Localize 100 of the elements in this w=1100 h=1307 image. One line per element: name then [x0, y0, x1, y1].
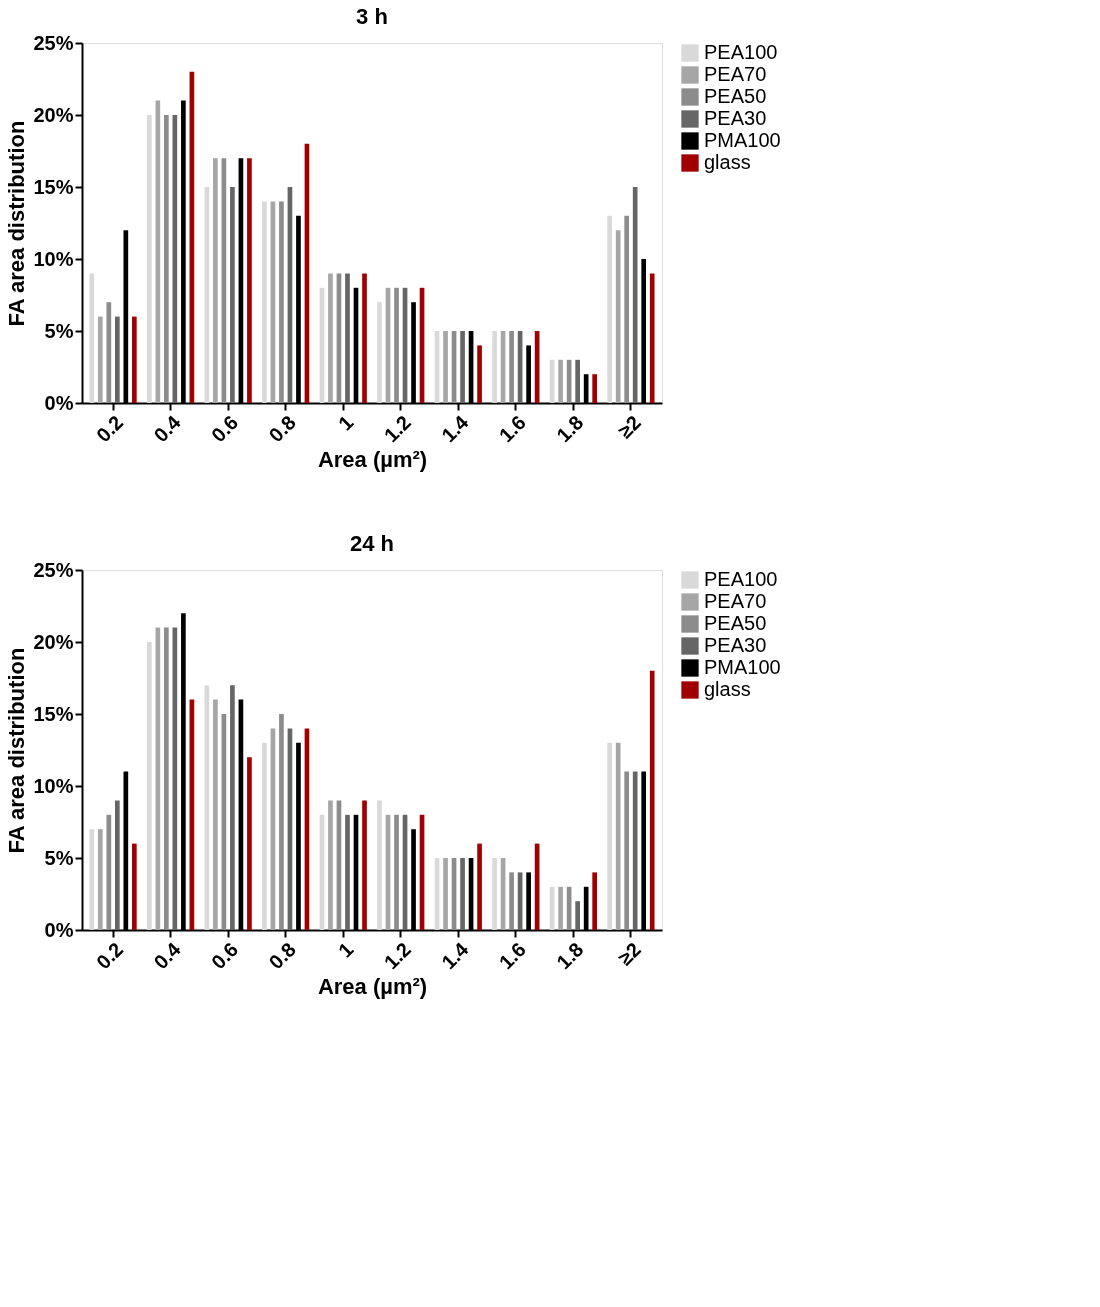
bar — [97, 829, 103, 930]
x-axis-title: Area (µm²) — [317, 447, 428, 473]
bar — [262, 201, 267, 403]
bar — [477, 843, 482, 930]
bar — [164, 115, 169, 403]
bar — [213, 158, 218, 403]
x-tick-label: 0.2 — [91, 411, 128, 447]
bar — [632, 187, 638, 403]
bar — [443, 331, 448, 403]
y-tick-label: 20% — [33, 103, 74, 126]
bar — [632, 771, 638, 930]
bar — [328, 800, 333, 930]
bar — [624, 215, 630, 403]
x-tick-label: 1.2 — [379, 411, 415, 447]
y-tick-label: 20% — [33, 630, 74, 653]
bar — [477, 345, 482, 403]
y-tick-label: 25% — [33, 31, 74, 54]
bar — [106, 302, 112, 403]
bar — [592, 872, 597, 930]
bar — [362, 800, 367, 930]
x-axis-title: Area (µm²) — [317, 974, 428, 1000]
bar — [592, 374, 597, 403]
x-tick-label: 1.8 — [552, 938, 588, 974]
bar — [230, 187, 235, 403]
bar — [147, 115, 152, 403]
bar — [377, 800, 382, 930]
bar — [132, 843, 137, 930]
bar — [114, 316, 120, 403]
legend-label: PEA70 — [704, 63, 767, 85]
bar — [492, 331, 497, 403]
bar — [575, 901, 580, 930]
legend-label: glass — [704, 678, 751, 700]
bar — [649, 670, 655, 930]
x-tick-label: ≥2 — [613, 411, 646, 443]
bar — [615, 742, 621, 930]
legend-label: PEA100 — [704, 41, 778, 63]
legend-label: PEA30 — [704, 107, 767, 129]
bar — [328, 273, 333, 403]
bar — [509, 872, 514, 930]
x-tick-label: 1 — [333, 938, 358, 962]
legend-label: PEA50 — [704, 85, 767, 107]
bar — [114, 800, 120, 930]
bar — [460, 331, 465, 403]
bar — [279, 714, 284, 930]
legend-label: PMA100 — [704, 656, 781, 678]
x-tick-label: 0.4 — [149, 410, 186, 447]
legend-label: PMA100 — [704, 129, 781, 151]
bar — [509, 331, 514, 403]
bar — [230, 685, 235, 930]
chart-title: 3 h — [356, 4, 388, 29]
x-tick-label: 0.8 — [264, 938, 300, 974]
bar — [345, 273, 350, 403]
bar — [362, 273, 367, 403]
legend-label: PEA100 — [704, 568, 778, 590]
x-tick-label: 0.8 — [264, 411, 300, 447]
legend-label: PEA70 — [704, 590, 767, 612]
bar — [558, 886, 563, 930]
legend-label: PEA30 — [704, 634, 767, 656]
bar — [492, 858, 497, 930]
x-tick-label: 0.6 — [207, 938, 243, 974]
x-tick-label: 0.2 — [91, 938, 128, 974]
bar — [106, 814, 112, 930]
x-tick-label: 0.6 — [207, 411, 243, 447]
bar — [247, 757, 252, 930]
y-tick-label: 15% — [33, 702, 74, 725]
x-tick-label: ≥2 — [613, 938, 646, 970]
y-tick-label: 15% — [33, 175, 74, 198]
bar — [89, 273, 95, 403]
x-tick-label: 0.4 — [149, 937, 186, 974]
x-tick-label: 1.2 — [379, 938, 415, 974]
bar — [89, 829, 95, 930]
y-tick-label: 0% — [44, 918, 74, 941]
bar — [377, 302, 382, 403]
chart-title: 24 h — [349, 531, 395, 556]
bar — [615, 230, 621, 403]
x-tick-label: 1.8 — [552, 411, 588, 447]
y-tick-label: 5% — [44, 846, 74, 869]
y-tick-label: 5% — [44, 319, 74, 342]
bar — [575, 359, 580, 403]
bar — [443, 858, 448, 930]
bar — [649, 273, 655, 403]
bar — [345, 814, 350, 930]
x-tick-label: 1.6 — [494, 938, 530, 974]
bar — [97, 316, 103, 403]
bar — [558, 359, 563, 403]
bar — [147, 642, 152, 930]
bar — [624, 771, 630, 930]
bar — [164, 627, 169, 930]
y-axis-title: FA area distribution — [4, 647, 30, 854]
bar — [262, 742, 267, 930]
x-tick-label: 1.4 — [437, 937, 474, 974]
bar — [132, 316, 137, 403]
y-tick-label: 10% — [33, 774, 74, 797]
bar — [607, 742, 612, 930]
legend-label: glass — [704, 151, 751, 173]
legend-label: PEA50 — [704, 612, 767, 634]
bar — [394, 814, 399, 930]
y-axis-title: FA area distribution — [4, 120, 30, 327]
bar — [607, 215, 612, 403]
bar — [394, 287, 399, 403]
